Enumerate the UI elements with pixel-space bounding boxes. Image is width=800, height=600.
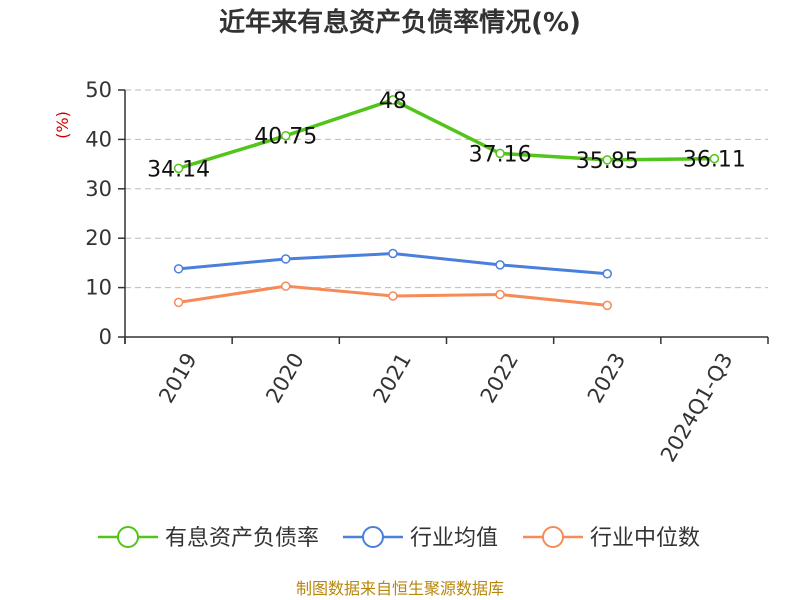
x-tick-label: 2021	[368, 349, 416, 407]
y-tick-label: 50	[85, 78, 112, 102]
x-tick-label: 2022	[476, 349, 524, 407]
legend-label: 行业均值	[410, 526, 498, 551]
data-point[interactable]	[602, 155, 612, 165]
data-point[interactable]	[173, 297, 184, 308]
y-tick-label: 10	[85, 276, 112, 300]
legend-marker	[117, 526, 139, 548]
y-axis: 0 10 20 30 40 50	[85, 78, 126, 349]
data-point[interactable]	[495, 289, 505, 300]
series-group	[173, 95, 720, 311]
data-point[interactable]	[173, 163, 184, 174]
legend-label: 行业中位数	[590, 526, 700, 551]
grid-lines	[125, 89, 768, 289]
x-tick-label: 2024Q1-Q3	[656, 349, 738, 466]
data-label: 35.85	[576, 149, 639, 174]
legend-item[interactable]: 行业中位数	[523, 526, 700, 551]
data-point[interactable]	[709, 153, 720, 164]
data-point[interactable]	[495, 148, 505, 159]
data-point[interactable]	[281, 130, 291, 141]
data-labels: 34.14 40.75 48 37.16 35.85 36.11	[147, 89, 746, 182]
legend-item[interactable]: 行业均值	[343, 526, 498, 551]
data-point[interactable]	[281, 281, 291, 291]
chart-title: 近年来有息资产负债率情况(%)	[219, 7, 581, 38]
data-label: 40.75	[254, 125, 317, 150]
legend-marker	[542, 526, 564, 548]
data-point[interactable]	[173, 264, 184, 274]
data-point[interactable]	[602, 300, 612, 311]
data-label: 48	[379, 89, 407, 114]
legend[interactable]: 有息资产负债率 行业均值 行业中位数	[98, 526, 700, 551]
data-label: 34.14	[147, 157, 210, 182]
data-point[interactable]	[602, 269, 612, 279]
data-label: 37.16	[469, 142, 532, 167]
y-tick-label: 0	[99, 325, 112, 349]
x-tick-label: 2023	[583, 349, 631, 407]
data-point[interactable]	[495, 260, 505, 270]
y-tick-label: 40	[85, 127, 112, 151]
series-line	[176, 98, 717, 171]
legend-marker	[362, 526, 384, 548]
data-point[interactable]	[388, 248, 398, 259]
y-tick-label: 30	[85, 177, 112, 201]
data-point[interactable]	[388, 291, 398, 301]
x-tick-label: 2020	[261, 349, 309, 407]
data-point[interactable]	[281, 254, 291, 264]
x-tick-label: 2019	[154, 349, 202, 407]
y-axis-label: (%)	[53, 111, 72, 139]
source-note: 制图数据来自恒生聚源数据库	[296, 579, 504, 598]
data-label: 36.11	[683, 148, 746, 173]
legend-item[interactable]: 有息资产负债率	[98, 526, 319, 551]
legend-label: 有息资产负债率	[165, 526, 319, 551]
x-axis: 2019 2020 2021 2022 2023 2024Q1-Q3	[124, 336, 769, 466]
y-tick-label: 20	[85, 226, 112, 250]
data-point[interactable]	[388, 95, 398, 105]
